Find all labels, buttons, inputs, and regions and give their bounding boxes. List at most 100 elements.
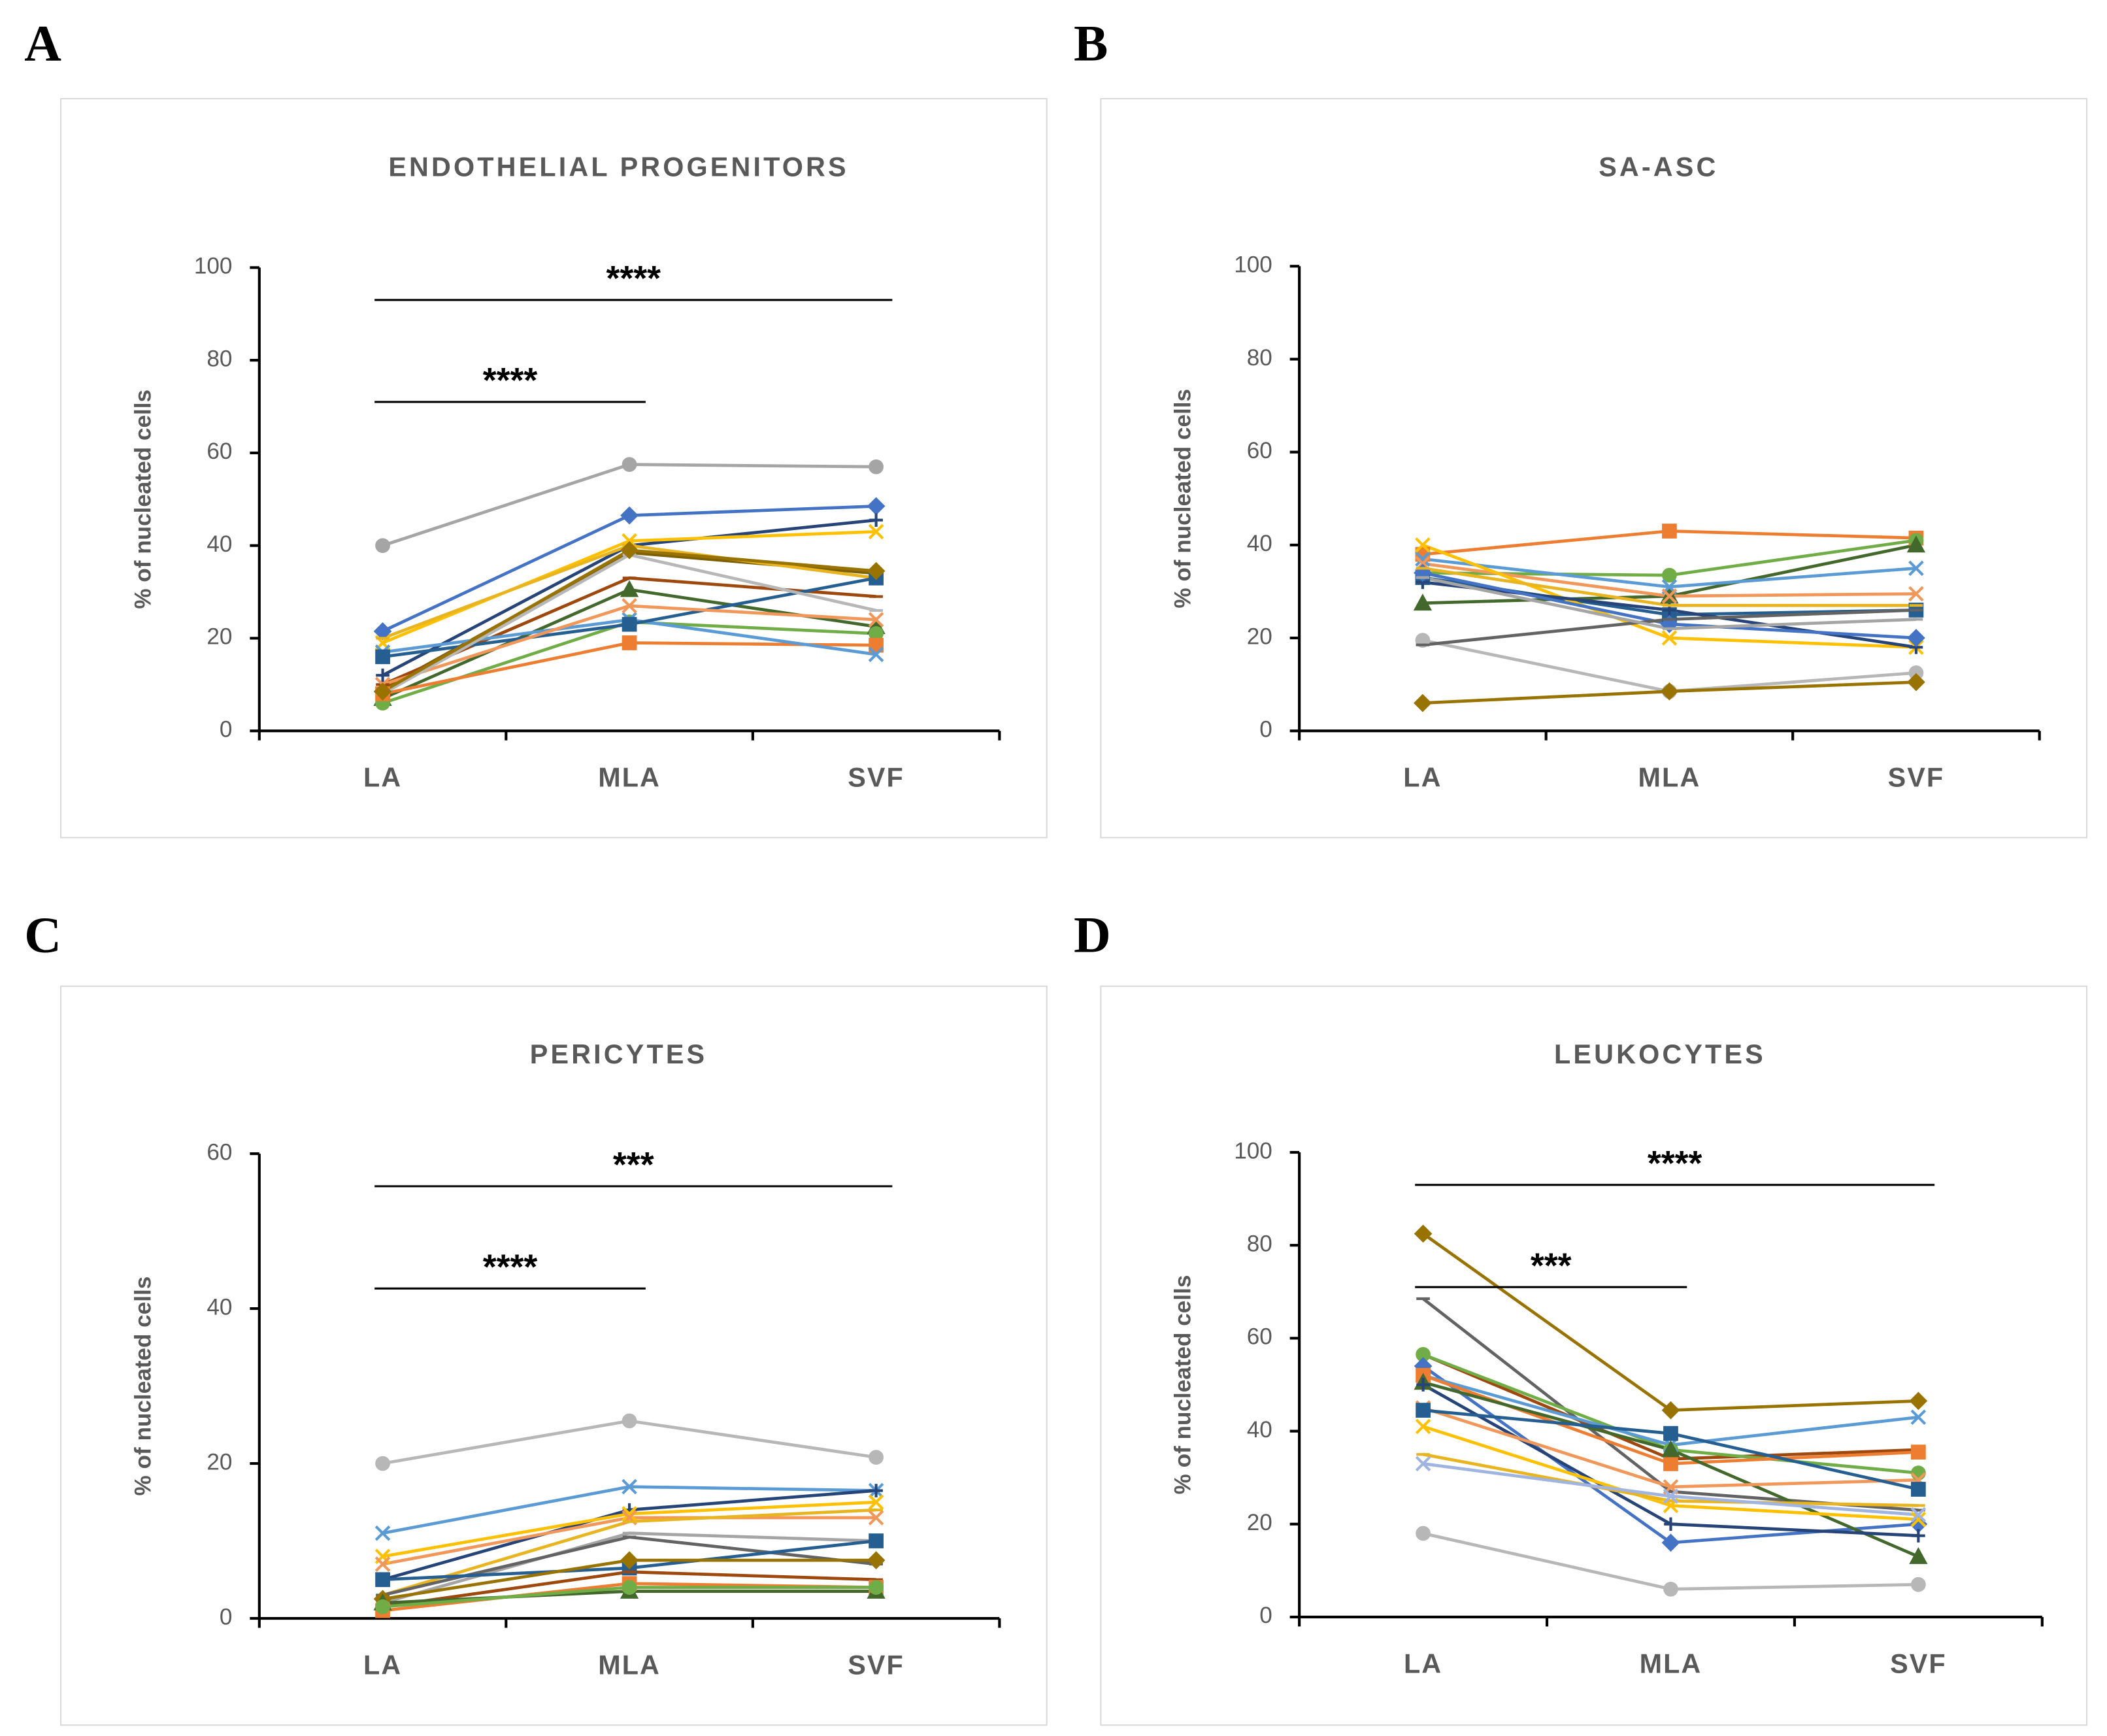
data-point xyxy=(1910,1465,1926,1480)
data-point xyxy=(376,668,390,682)
data-point xyxy=(622,1580,637,1595)
data-point xyxy=(620,580,639,597)
chart-title: SA-ASC xyxy=(1599,152,1718,182)
data-point xyxy=(1413,593,1433,611)
data-point xyxy=(1661,630,1678,646)
data-point xyxy=(868,1510,884,1526)
data-point xyxy=(869,459,884,475)
data-point xyxy=(375,1572,390,1588)
chart-title: LEUKOCYTES xyxy=(1554,1039,1766,1069)
y-axis-label: % of nucleated cells xyxy=(1170,1275,1196,1495)
chart-title: ENDOTHELIAL PROGENITORS xyxy=(388,152,848,182)
panel-letter: D xyxy=(1074,907,1111,963)
significance-label: **** xyxy=(483,1248,538,1287)
data-point xyxy=(622,616,637,632)
data-point xyxy=(868,524,884,540)
chart-panel: C PERICYTES % of nucleated cells 0 20 40 60 LA M… xyxy=(24,907,1048,1726)
data-point xyxy=(622,1506,637,1522)
x-tick-label: SVF xyxy=(1890,1648,1947,1678)
y-tick-label: 60 xyxy=(207,439,232,464)
y-tick-label: 40 xyxy=(1247,531,1272,556)
data-point xyxy=(1910,1482,1926,1497)
data-point xyxy=(1416,1526,1431,1541)
y-tick-label: 60 xyxy=(1247,438,1272,463)
data-point xyxy=(1415,537,1431,553)
y-axis-label: % of nucleated cells xyxy=(130,390,156,609)
y-tick-label: 0 xyxy=(1259,1603,1272,1628)
data-point xyxy=(869,1533,884,1548)
y-tick-label: 80 xyxy=(1247,345,1272,371)
data-point xyxy=(620,506,639,525)
data-point xyxy=(1910,1444,1926,1460)
data-point xyxy=(1910,1577,1926,1592)
y-tick-label: 40 xyxy=(207,531,232,557)
data-point xyxy=(620,541,639,559)
data-point xyxy=(1415,551,1431,567)
data-point xyxy=(1415,1418,1431,1435)
significance-label: *** xyxy=(1531,1246,1572,1285)
data-point xyxy=(1909,1546,1928,1564)
data-point xyxy=(375,538,390,553)
data-point xyxy=(375,1456,390,1471)
x-tick-label: MLA xyxy=(598,763,661,793)
data-point xyxy=(1416,1378,1430,1392)
data-point xyxy=(1661,1533,1680,1552)
data-point xyxy=(1908,586,1924,602)
data-point xyxy=(869,513,883,527)
x-tick-label: LA xyxy=(1404,1648,1442,1678)
data-point xyxy=(1908,560,1924,576)
significance-label: **** xyxy=(1648,1144,1702,1183)
y-axis-label: % of nucleated cells xyxy=(130,1277,156,1496)
y-tick-label: 20 xyxy=(207,624,232,650)
data-point xyxy=(1909,1392,1928,1410)
x-tick-label: LA xyxy=(363,763,402,793)
data-point xyxy=(1907,629,1925,647)
panel-frame xyxy=(59,98,1048,839)
data-point xyxy=(1662,524,1677,539)
panel-letter: B xyxy=(1074,15,1108,72)
data-point xyxy=(868,1494,884,1511)
data-point xyxy=(1415,1456,1431,1472)
data-point xyxy=(374,1556,391,1572)
y-tick-label: 100 xyxy=(1234,252,1272,278)
data-point xyxy=(1907,673,1925,692)
x-tick-label: LA xyxy=(1403,763,1442,793)
data-point xyxy=(375,1599,390,1614)
data-point xyxy=(1910,1507,1927,1523)
y-tick-label: 0 xyxy=(1259,717,1272,743)
data-point xyxy=(622,1413,637,1429)
significance-label: *** xyxy=(613,1145,654,1184)
data-point xyxy=(867,1551,886,1570)
data-point xyxy=(869,1580,884,1595)
data-point xyxy=(622,635,637,650)
y-tick-label: 40 xyxy=(207,1294,232,1320)
y-tick-label: 80 xyxy=(1247,1231,1272,1257)
data-point xyxy=(868,646,884,663)
panel-letter: A xyxy=(24,15,61,72)
y-tick-label: 60 xyxy=(207,1139,232,1165)
data-point xyxy=(375,649,390,665)
data-point xyxy=(1660,682,1679,701)
data-point xyxy=(1662,567,1677,583)
y-tick-label: 100 xyxy=(1234,1138,1272,1163)
data-point xyxy=(867,561,886,580)
chart-title: PERICYTES xyxy=(530,1039,707,1069)
y-tick-label: 40 xyxy=(1247,1417,1272,1443)
data-point xyxy=(1661,1440,1680,1458)
panel-frame xyxy=(59,985,1048,1726)
panel-frame xyxy=(1100,98,2088,839)
data-point xyxy=(622,1478,637,1495)
y-tick-label: 100 xyxy=(194,254,233,279)
data-point xyxy=(869,1450,884,1465)
y-tick-label: 0 xyxy=(220,1604,233,1629)
panel-letter: C xyxy=(24,907,61,963)
data-point xyxy=(1661,588,1678,604)
x-tick-label: SVF xyxy=(1888,763,1945,793)
y-axis-label: % of nucleated cells xyxy=(1170,389,1196,609)
x-tick-label: LA xyxy=(363,1650,402,1680)
data-point xyxy=(869,637,884,653)
data-point xyxy=(1910,1511,1927,1527)
data-point xyxy=(1912,1529,1925,1543)
x-tick-label: MLA xyxy=(598,1650,661,1680)
